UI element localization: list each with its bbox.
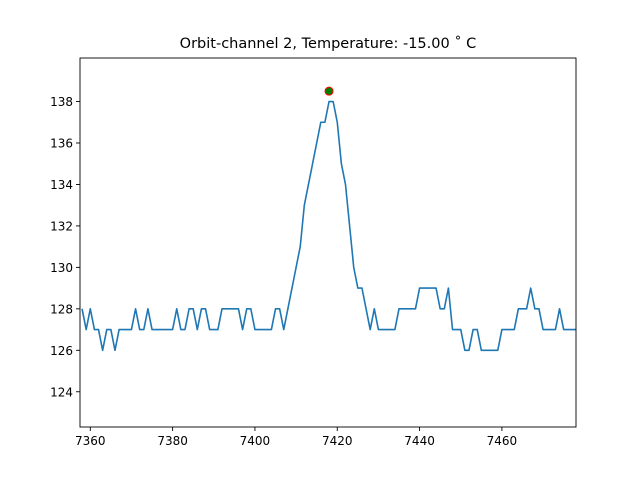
x-axis-ticks: 7360 7380 7400 7420 7440 7460 (75, 427, 517, 448)
x-tick-label: 7400 (240, 434, 271, 448)
y-tick-label: 134 (50, 178, 73, 192)
y-tick-label: 124 (50, 385, 73, 399)
y-axis-ticks: 124 126 128 130 132 134 136 138 (50, 95, 80, 399)
y-tick-label: 126 (50, 344, 73, 358)
x-tick-label: 7380 (157, 434, 188, 448)
x-tick-label: 7360 (75, 434, 106, 448)
chart-title: Orbit-channel 2, Temperature: -15.00 ˚ C (180, 35, 477, 52)
y-tick-label: 130 (50, 261, 73, 275)
y-tick-label: 138 (50, 95, 73, 109)
plot-frame (79, 57, 577, 428)
x-tick-label: 7440 (404, 434, 435, 448)
series-line (81, 100, 576, 352)
y-tick-label: 136 (50, 136, 73, 150)
x-tick-label: 7460 (487, 434, 518, 448)
peak-marker (324, 86, 334, 96)
x-tick-label: 7420 (322, 434, 353, 448)
y-tick-label: 128 (50, 302, 73, 316)
y-tick-label: 132 (50, 219, 73, 233)
